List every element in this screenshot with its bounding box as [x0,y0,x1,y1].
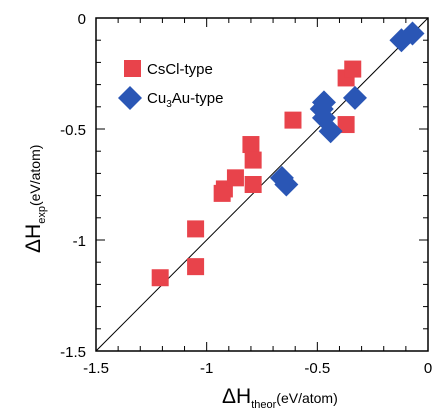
cu3au-diamond-marker [311,90,336,115]
cscl-square-marker [242,136,260,154]
diagonal-reference-line [95,17,429,352]
cscl-square-marker [151,269,169,287]
cscl-square-marker [284,111,302,129]
tick-labels: -1.5 -1 -0.5 0 0 -0.5 -1 -1.5 [60,11,432,377]
y-axis-label-main: ΔH [22,224,45,253]
x-axis-label: ΔHtheor(eV/atom) [222,385,338,411]
cscl-square-marker [244,151,262,169]
x-axis-label-unit: (eV/atom) [276,390,337,406]
x-tick-label: -1.5 [83,360,109,377]
cu3au-diamond-marker [400,21,425,46]
y-axis-label-sub: exp [36,206,48,224]
x-axis-label-sub: theor [251,399,276,411]
x-tick-label: -0.5 [304,360,330,377]
y-tick-label: -1 [73,233,86,250]
svg-text:ΔHtheor(eV/atom): ΔHtheor(eV/atom) [222,385,338,411]
y-axis-label: ΔHexp(eV/atom) [22,145,48,253]
y-axis-label-unit: (eV/atom) [27,145,43,206]
axes-frame [95,17,429,352]
cu3au-diamond-marker [342,85,367,110]
legend-square-icon [124,60,141,77]
x-tick-label: -1 [200,360,213,377]
data-markers [151,21,425,287]
x-axis-label-main: ΔH [222,385,251,408]
y-tick-label: -0.5 [60,122,86,139]
x-tick-label: 0 [424,360,432,377]
cscl-square-marker [344,60,362,78]
y-tick-label: 0 [78,11,86,28]
cscl-square-marker [337,116,355,134]
plot-frame [95,17,429,352]
cu3au-diamond-marker [274,172,299,197]
cscl-square-marker [226,169,244,187]
legend-label-cu3au-main: Cu [147,90,166,107]
legend-diamond-icon [118,86,142,110]
y-tick-label: -1.5 [60,344,86,361]
cscl-square-marker [187,258,205,276]
legend-label-cu3au-tail: Au-type [172,90,224,107]
cu3au-diamond-marker [318,119,343,144]
cscl-square-marker [187,220,205,238]
legend: CsCl-type Cu3Au-type [118,60,223,110]
legend-label-cu3au-sub: 3 [166,99,172,110]
cscl-square-marker [244,176,262,193]
ticks [95,17,429,352]
legend-label-cu3au: Cu3Au-type [147,90,223,110]
svg-text:ΔHexp(eV/atom): ΔHexp(eV/atom) [22,145,48,253]
legend-label-cscl: CsCl-type [147,61,213,78]
